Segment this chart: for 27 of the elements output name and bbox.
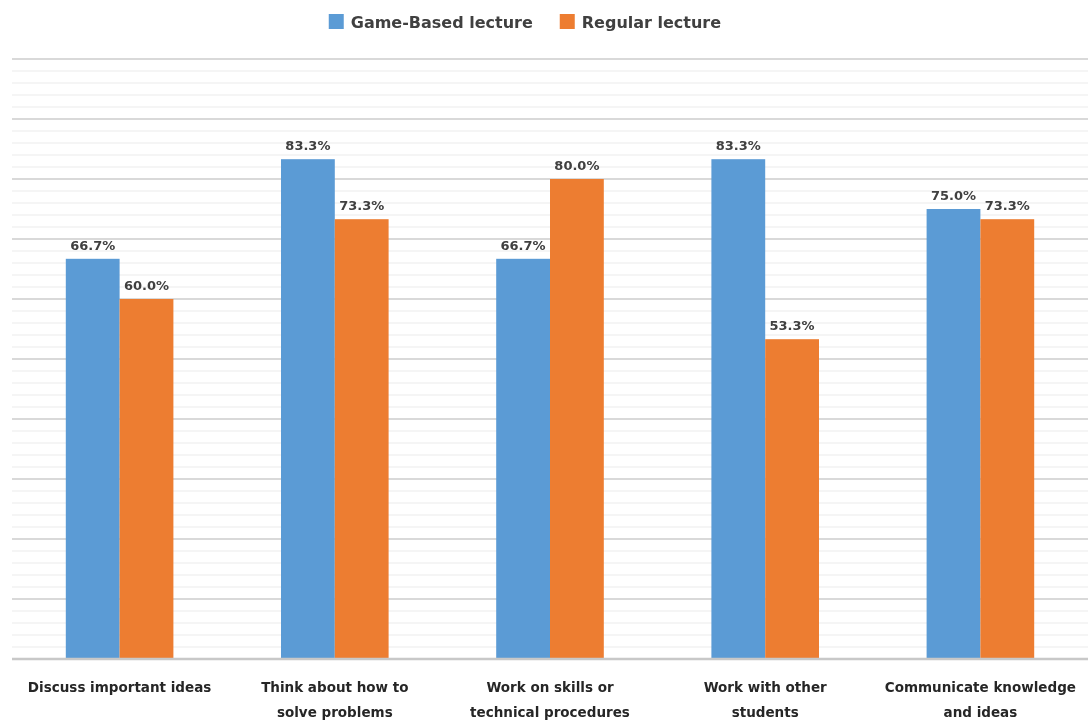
x-tick-label: Discuss important ideas [27,679,212,695]
bar [980,219,1035,659]
bar [765,339,819,659]
bar [65,258,120,659]
bar [496,258,550,659]
x-tick-label: Think about how to solve problems [261,679,409,720]
x-tick-label: Work on skills or technical procedures [470,679,630,720]
bar [926,209,981,659]
bar [711,159,766,659]
data-label: 60.0% [123,278,170,293]
data-label: 83.3% [285,138,331,154]
legend-label: Regular lecture [581,12,722,32]
data-label: 66.7% [500,237,546,253]
bar [334,219,389,659]
bar [281,159,335,659]
data-label: 83.3% [715,138,761,154]
data-label: 75.0% [930,188,977,203]
data-label: 73.3% [984,198,1030,214]
data-label: 73.3% [339,198,385,214]
bar [119,299,174,659]
data-label: 80.0% [554,158,600,173]
bar [550,179,604,659]
legend-label: Game-Based lecture [350,12,533,32]
x-tick-label: Communicate knowledge and ideas [884,679,1076,720]
x-tick-label: Work with other students [703,679,828,720]
data-label: 66.7% [70,237,116,253]
data-label: 53.3% [769,318,815,334]
